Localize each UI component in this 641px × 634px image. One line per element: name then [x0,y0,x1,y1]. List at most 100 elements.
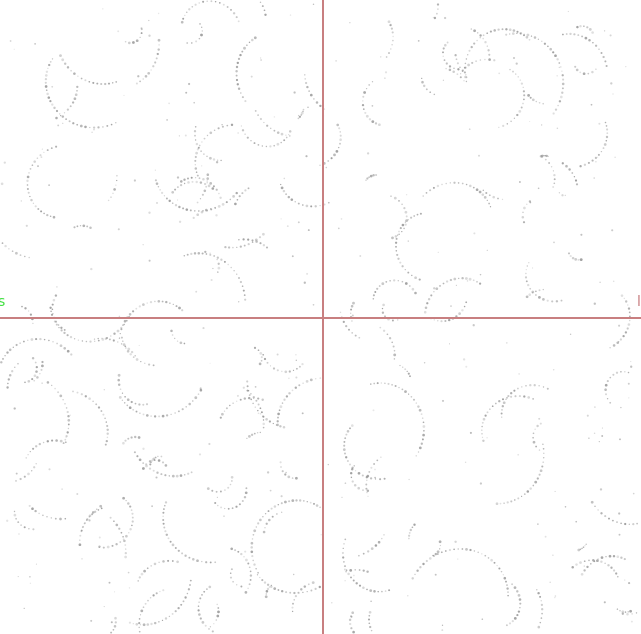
trail-dot [199,23,201,25]
trail-dot [217,266,221,270]
trail-dot [492,195,495,199]
trail-dot [484,58,486,61]
trail-dot [501,28,504,31]
particle-dot [554,595,557,597]
trail-dot [33,379,36,382]
trail-dot [604,388,607,391]
particle-dot [34,43,36,45]
trail-dot [175,474,179,478]
trail-dot [574,258,578,261]
trail-dot [473,29,476,33]
trail-dot [609,376,612,379]
trail-dot [392,39,394,42]
particle-dot [618,512,621,515]
trail-dot [72,390,74,393]
trail-dot [104,443,107,446]
trail-dot [26,175,30,179]
trail-dot [188,8,191,11]
particle-dot [51,85,54,88]
trail-dot [486,411,489,414]
trail-dot [588,38,591,42]
trail-dot [207,184,211,188]
trail-dot [192,400,194,402]
trail-dot [516,113,519,117]
trail-dot [523,98,525,101]
trail-dot [118,527,121,530]
particle-dot [35,563,37,565]
trail-dot [204,208,208,212]
trail-dot [218,192,220,195]
trail-dot [144,362,146,364]
trail-dot [365,114,369,118]
trail-dot [23,475,26,478]
trail-dot [538,473,541,476]
trail-dot [161,300,164,303]
trail-dot [129,353,132,356]
trail-dot [88,514,92,518]
trail-dot [561,82,565,86]
trail-dot [246,44,248,46]
particle-dot [166,118,169,121]
trail-dot [491,405,494,408]
trail-dot [279,425,282,428]
trail-dot [216,256,219,259]
trail-dot [266,361,269,364]
trail-dot [517,497,520,500]
trail-dot [401,280,404,283]
trail-dot [365,483,368,486]
trail-dot [125,548,127,550]
trail-dot [259,407,262,410]
trail-dot [31,357,35,360]
trail-dot [428,557,432,560]
trail-dot [337,146,340,149]
trail-dot [516,614,519,617]
trail-dot [453,67,455,70]
trail-dot [619,338,623,341]
trail-dot [388,337,392,340]
particle-dot [580,233,583,236]
trail-dot [523,34,525,37]
trail-dot [501,409,503,411]
trail-dot [561,162,564,165]
trail-dot [206,177,209,180]
particle-dot [627,382,630,385]
trail-dot [481,421,484,424]
particle-dot [25,224,28,227]
trail-dot [186,42,189,44]
trail-dot [531,292,534,294]
trail-dot [155,57,158,60]
trail-dot [67,427,70,430]
trail-dot [150,69,152,71]
trail-dot [119,541,122,543]
trail-dot [231,480,233,482]
trail-dot [59,517,62,521]
trail-dot [27,454,29,456]
trail-dot [202,210,204,212]
trail-dot [365,179,367,181]
trail-dot [525,272,527,275]
trail-dot [230,475,234,479]
particle-dot [37,165,39,168]
trail-dot [125,499,127,502]
trail-dot [260,356,263,359]
particle-dot [472,324,475,327]
trail-dot [117,383,121,387]
particle-dot [57,124,60,127]
trail-dot [259,1,262,4]
trail-dot [14,366,16,368]
trail-dot [289,591,292,594]
trail-dot [213,255,215,257]
trail-dot [198,37,201,40]
trail-dot [371,81,374,83]
trail-dot [132,623,134,625]
trail-dot [464,75,467,79]
trail-dot [110,335,112,337]
particle-dot [479,273,482,276]
trail-dot [255,568,257,570]
trail-dot [484,41,487,44]
trail-dot [399,227,402,230]
trail-dot [541,608,544,611]
trail-dot [282,425,286,429]
trail-dot [402,366,404,368]
